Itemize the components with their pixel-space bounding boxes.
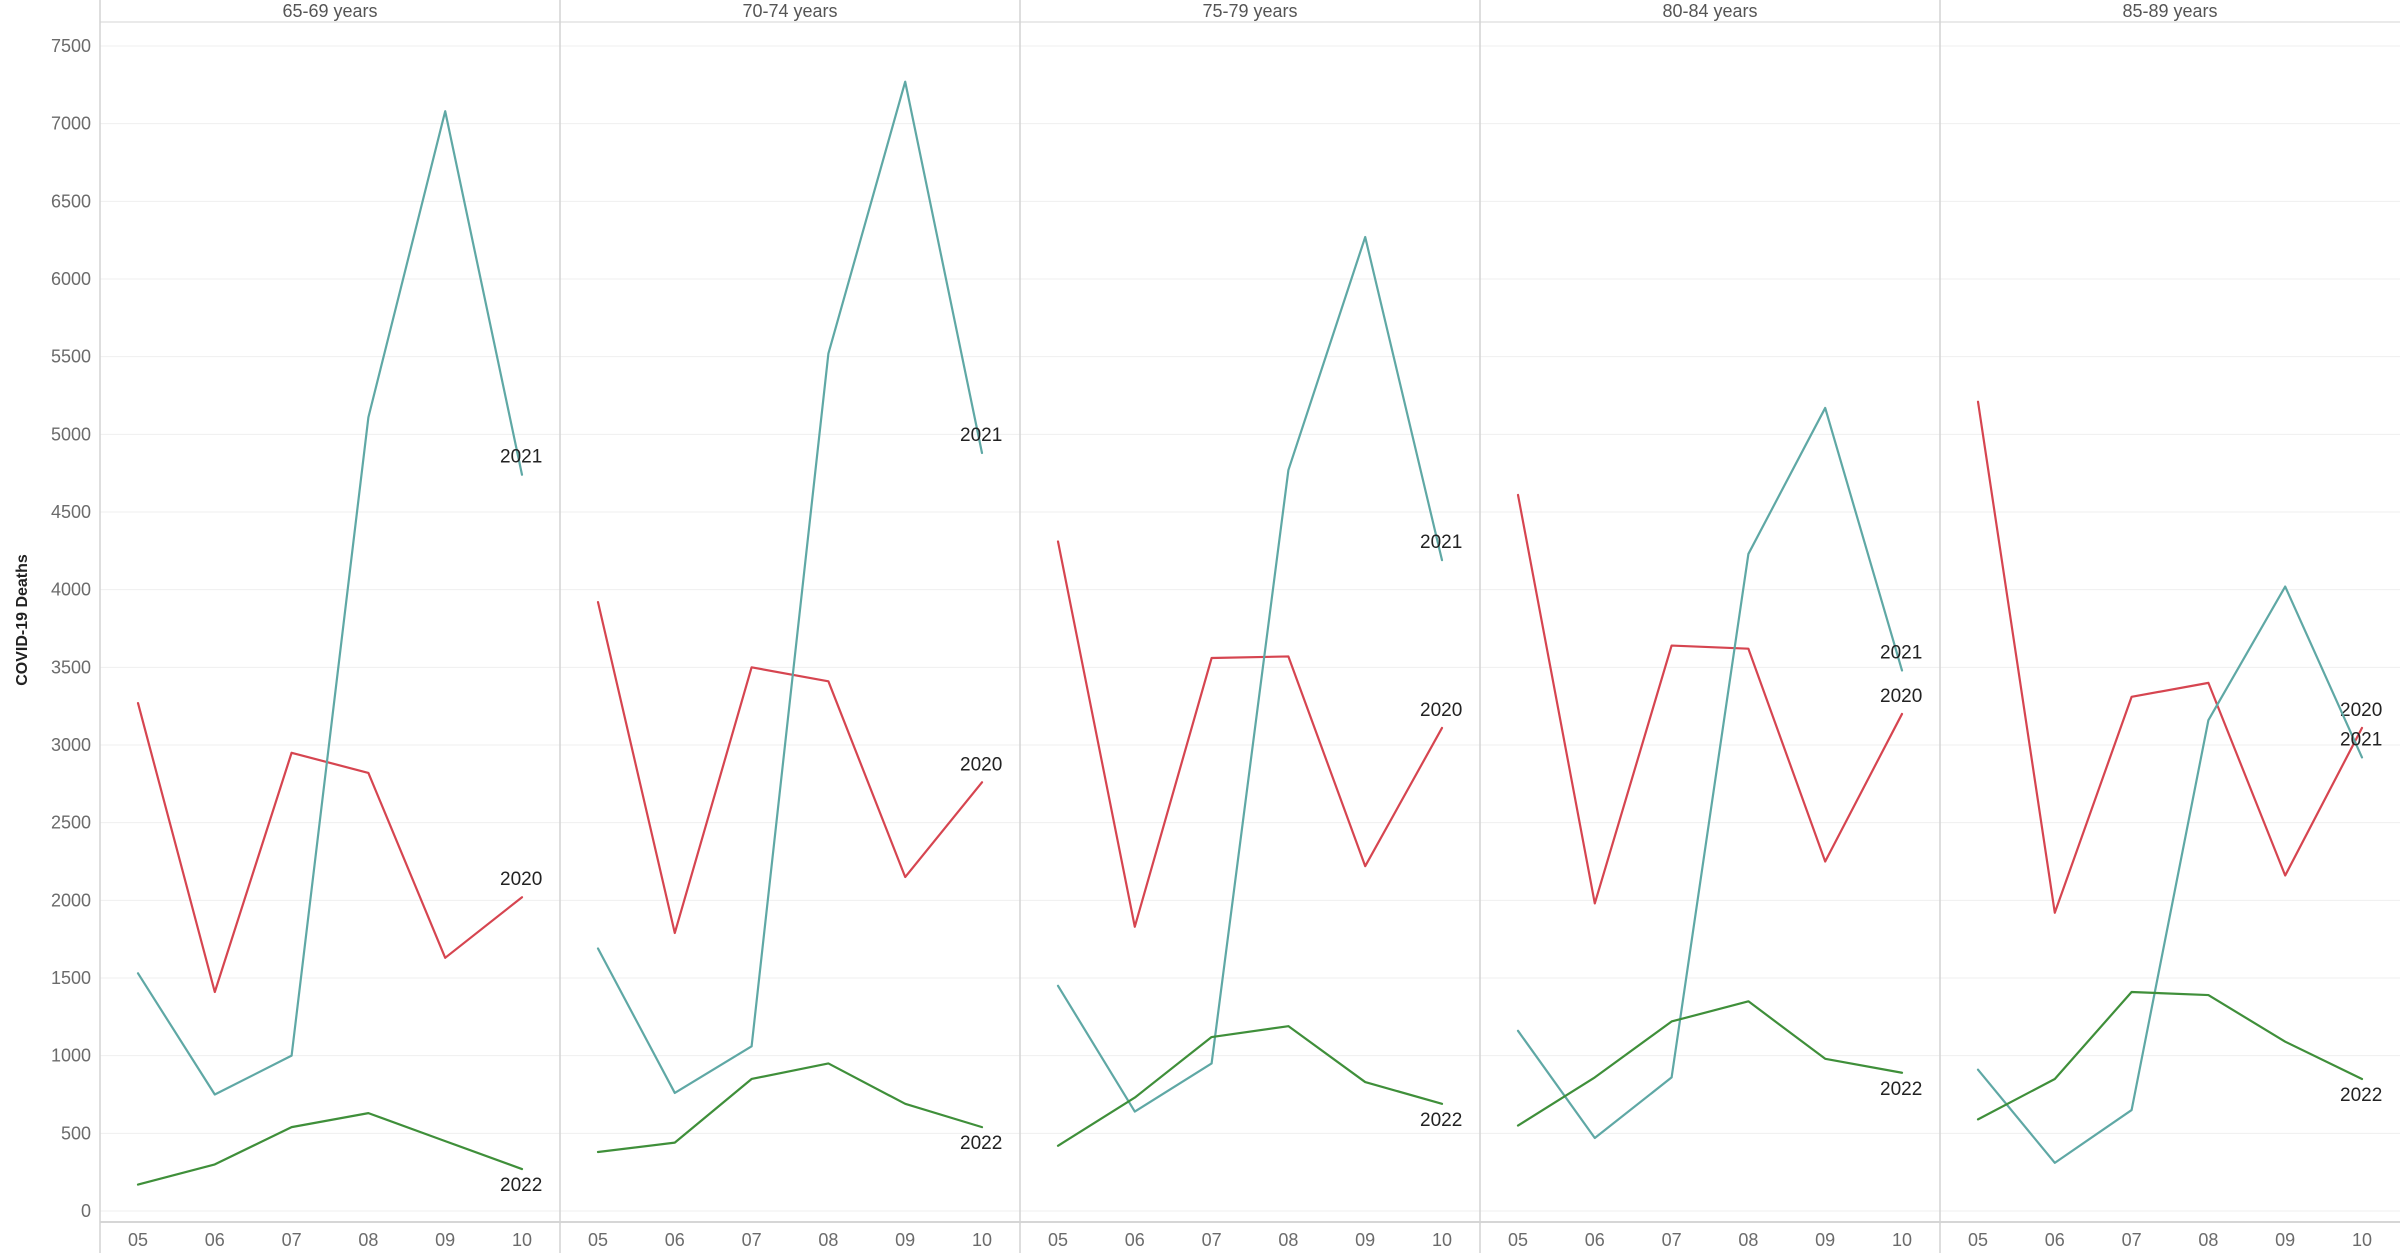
x-tick-label: 06 bbox=[1125, 1230, 1145, 1250]
series-end-label-2022: 2022 bbox=[960, 1133, 1002, 1154]
panel-title: 75-79 years bbox=[1202, 1, 1297, 21]
y-tick-label: 5000 bbox=[51, 424, 91, 444]
panel-80-84-years: 80-84 years 05 06 07 08 09 10 2020 2021 2022 bbox=[1479, 0, 1922, 1253]
series-end-label-2021: 2021 bbox=[1420, 532, 1462, 553]
x-tick-label: 08 bbox=[1738, 1230, 1758, 1250]
panel-title: 70-74 years bbox=[742, 1, 837, 21]
x-tick-label: 07 bbox=[2122, 1230, 2142, 1250]
y-tick-label: 5500 bbox=[51, 347, 91, 367]
y-tick-label: 6000 bbox=[51, 269, 91, 289]
series-line-2020 bbox=[1516, 493, 1904, 905]
series-line-2020 bbox=[136, 701, 524, 994]
y-tick-label: 1500 bbox=[51, 968, 91, 988]
panel-65-69-years: 65-69 years 05 06 07 08 09 10 2020 2021 2022 bbox=[128, 1, 542, 1250]
series-line-2020 bbox=[1056, 540, 1444, 928]
series-line-2022 bbox=[1516, 1000, 1904, 1127]
series-line-2020 bbox=[1976, 400, 2364, 914]
y-tick-label: 6500 bbox=[51, 191, 91, 211]
series-end-label-2020: 2020 bbox=[960, 754, 1002, 775]
series-end-label-2020: 2020 bbox=[2340, 700, 2382, 721]
panel-title: 65-69 years bbox=[282, 1, 377, 21]
x-tick-label: 06 bbox=[665, 1230, 685, 1250]
x-tick-label: 07 bbox=[282, 1230, 302, 1250]
x-tick-label: 09 bbox=[1815, 1230, 1835, 1250]
x-tick-label: 06 bbox=[205, 1230, 225, 1250]
x-tick-label: 06 bbox=[1585, 1230, 1605, 1250]
panel-85-89-years: 85-89 years 05 06 07 08 09 10 2020 2021 2022 bbox=[1939, 0, 2382, 1253]
series-line-2021 bbox=[1516, 406, 1904, 1140]
panel-70-74-years: 70-74 years 05 06 07 08 09 10 2020 2021 2022 bbox=[559, 0, 1002, 1253]
series-end-label-2020: 2020 bbox=[1880, 686, 1922, 707]
series-line-2022 bbox=[136, 1112, 524, 1186]
panel-title: 80-84 years bbox=[1662, 1, 1757, 21]
y-tick-label: 2500 bbox=[51, 813, 91, 833]
series-end-label-2022: 2022 bbox=[1420, 1110, 1462, 1131]
series-end-label-2022: 2022 bbox=[500, 1175, 542, 1196]
series-line-2021 bbox=[136, 110, 524, 1096]
y-tick-label: 1000 bbox=[51, 1046, 91, 1066]
x-tick-label: 10 bbox=[1432, 1230, 1452, 1250]
x-tick-label: 10 bbox=[2352, 1230, 2372, 1250]
x-tick-label: 10 bbox=[512, 1230, 532, 1250]
series-line-2021 bbox=[1976, 585, 2364, 1164]
y-tick-label: 7500 bbox=[51, 36, 91, 56]
x-tick-label: 09 bbox=[895, 1230, 915, 1250]
y-tick-label: 4500 bbox=[51, 502, 91, 522]
x-tick-label: 08 bbox=[1278, 1230, 1298, 1250]
x-tick-label: 05 bbox=[128, 1230, 148, 1250]
x-tick-label: 08 bbox=[2198, 1230, 2218, 1250]
y-tick-label: 3500 bbox=[51, 657, 91, 677]
x-tick-label: 09 bbox=[435, 1230, 455, 1250]
y-tick-label: 0 bbox=[81, 1201, 91, 1221]
series-end-label-2020: 2020 bbox=[1420, 700, 1462, 721]
series-end-label-2021: 2021 bbox=[1880, 642, 1922, 663]
series-end-label-2021: 2021 bbox=[960, 425, 1002, 446]
x-tick-label: 07 bbox=[1202, 1230, 1222, 1250]
series-line-2020 bbox=[596, 600, 984, 935]
x-tick-label: 09 bbox=[2275, 1230, 2295, 1250]
x-tick-label: 08 bbox=[818, 1230, 838, 1250]
series-line-2021 bbox=[1056, 235, 1444, 1113]
series-line-2022 bbox=[1056, 1025, 1444, 1147]
x-tick-label: 05 bbox=[1048, 1230, 1068, 1250]
x-tick-label: 05 bbox=[1508, 1230, 1528, 1250]
x-tick-label: 09 bbox=[1355, 1230, 1375, 1250]
x-tick-label: 05 bbox=[1968, 1230, 1988, 1250]
x-tick-label: 10 bbox=[972, 1230, 992, 1250]
series-line-2022 bbox=[596, 1062, 984, 1154]
y-tick-label: 3000 bbox=[51, 735, 91, 755]
y-tick-label: 7000 bbox=[51, 114, 91, 134]
series-end-label-2021: 2021 bbox=[500, 447, 542, 468]
y-tick-label: 4000 bbox=[51, 580, 91, 600]
series-line-2021 bbox=[596, 80, 984, 1095]
x-tick-label: 06 bbox=[2045, 1230, 2065, 1250]
x-tick-label: 07 bbox=[1662, 1230, 1682, 1250]
panel-75-79-years: 75-79 years 05 06 07 08 09 10 2020 2021 2022 bbox=[1019, 0, 1462, 1253]
y-tick-label: 2000 bbox=[51, 890, 91, 910]
series-end-label-2022: 2022 bbox=[2340, 1085, 2382, 1106]
x-tick-label: 05 bbox=[588, 1230, 608, 1250]
panel-title: 85-89 years bbox=[2122, 1, 2217, 21]
x-tick-label: 07 bbox=[742, 1230, 762, 1250]
y-axis-title: COVID-19 Deaths bbox=[14, 554, 31, 686]
series-end-label-2022: 2022 bbox=[1880, 1079, 1922, 1100]
y-tick-label: 500 bbox=[61, 1123, 91, 1143]
x-tick-label: 08 bbox=[358, 1230, 378, 1250]
series-line-2022 bbox=[1976, 990, 2364, 1121]
series-end-label-2021: 2021 bbox=[2340, 729, 2382, 750]
series-end-label-2020: 2020 bbox=[500, 869, 542, 890]
x-tick-label: 10 bbox=[1892, 1230, 1912, 1250]
